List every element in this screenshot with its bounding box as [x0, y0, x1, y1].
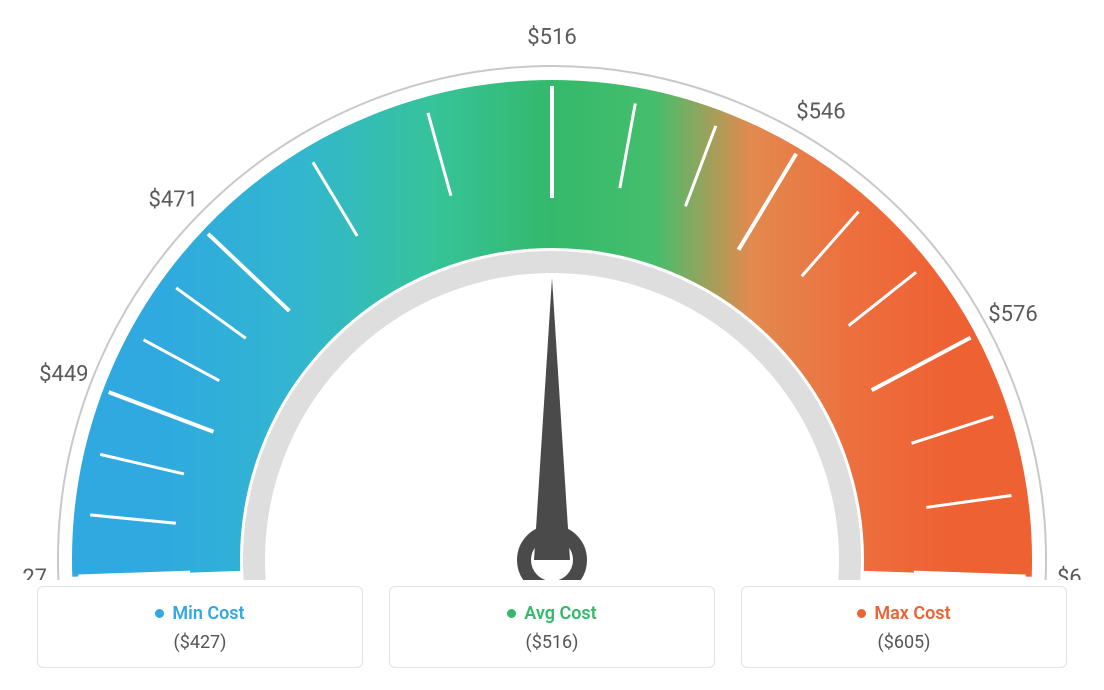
- gauge-tick-label: $449: [39, 362, 88, 387]
- legend-value-avg: ($516): [390, 632, 714, 653]
- legend-label-avg: Avg Cost: [524, 603, 596, 624]
- legend-label-max: Max Cost: [874, 603, 950, 624]
- legend-value-max: ($605): [742, 632, 1066, 653]
- gauge-tick-label: $576: [988, 302, 1037, 327]
- gauge-tick-label: $605: [1057, 565, 1082, 580]
- legend-dot-avg: [507, 609, 516, 618]
- gauge-needle: [534, 278, 570, 560]
- legend-row: Min Cost ($427) Avg Cost ($516) Max Cost…: [37, 586, 1067, 668]
- cost-gauge: $427 $449 $471 $516 $546 $576 $605: [22, 20, 1082, 580]
- legend-card-max: Max Cost ($605): [741, 586, 1067, 668]
- gauge-tick-label: $516: [527, 25, 576, 50]
- legend-dot-max: [857, 609, 866, 618]
- legend-card-avg: Avg Cost ($516): [389, 586, 715, 668]
- legend-card-min: Min Cost ($427): [37, 586, 363, 668]
- gauge-tick-label: $546: [796, 99, 845, 124]
- gauge-tick-label: $471: [149, 188, 198, 213]
- gauge-tick-label: $427: [22, 565, 47, 580]
- legend-value-min: ($427): [38, 632, 362, 653]
- legend-dot-min: [155, 609, 164, 618]
- legend-label-min: Min Cost: [172, 603, 244, 624]
